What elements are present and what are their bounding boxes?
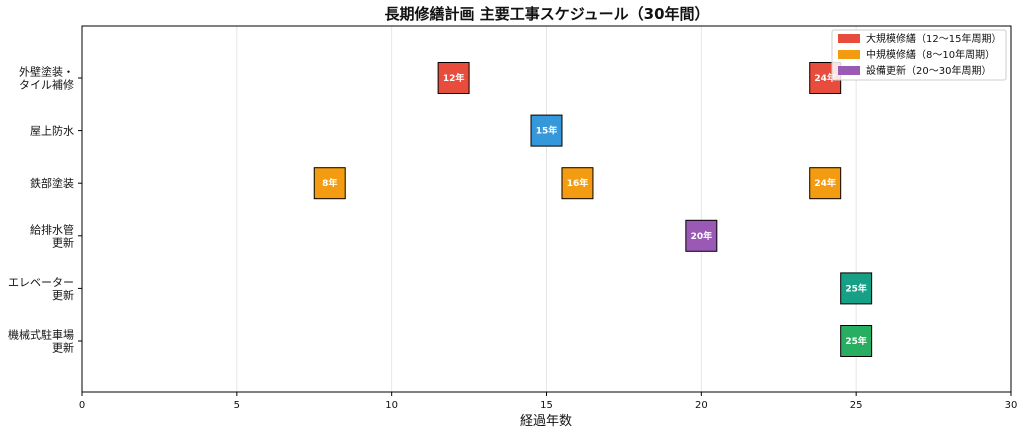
event-bar: 16年	[561, 167, 594, 200]
event-bar-label: 24年	[814, 177, 836, 189]
x-axis-label: 経過年数	[520, 414, 572, 429]
event-bar-rect	[530, 114, 563, 147]
legend-entry: 設備更新（20〜30年周期）	[838, 64, 991, 77]
x-tick-label: 15	[540, 400, 553, 411]
event-bar: 25年	[840, 325, 873, 357]
event-bar-rect	[840, 325, 873, 357]
legend-swatch	[838, 50, 860, 59]
y-category-label: 屋上防水	[30, 124, 74, 138]
x-tick-label: 20	[695, 400, 708, 411]
legend-entry: 中規模修繕（8〜10年周期）	[838, 48, 995, 61]
x-tick-label: 5	[234, 400, 240, 411]
legend-label: 中規模修繕（8〜10年周期）	[866, 48, 995, 61]
legend-entry: 大規模修繕（12〜15年周期）	[838, 32, 1001, 45]
y-category-label: 外壁塗装・タイル補修	[19, 65, 74, 92]
event-bar-label: 25年	[845, 335, 867, 347]
event-bar-rect	[437, 62, 470, 94]
legend-box	[831, 29, 1007, 81]
legend: 大規模修繕（12〜15年周期） 中規模修繕（8〜10年周期） 設備更新（20〜30年…	[831, 29, 1007, 81]
legend-swatch	[838, 66, 860, 75]
legend-label: 設備更新（20〜30年周期）	[866, 64, 991, 77]
x-axis-ticks: 0 5 10 15 20 25 30	[79, 392, 1018, 411]
chart-title: 長期修繕計画 主要工事スケジュール（30年間）	[384, 5, 709, 23]
event-bar-label: 24年	[814, 72, 836, 84]
event-bar-label: 25年	[845, 282, 867, 294]
y-category-label: 機械式駐車場更新	[8, 328, 74, 355]
event-bar-label: 12年	[443, 72, 465, 84]
event-bar: 20年	[685, 219, 718, 252]
event-bar: 25年	[840, 272, 873, 305]
x-tick-label: 30	[1005, 400, 1018, 411]
x-tick-label: 10	[385, 400, 398, 411]
event-bars: 12年 24年 15年 8年 16年 24年 20年 25年 25年	[313, 62, 873, 357]
event-bar-rect	[561, 167, 594, 200]
event-bar: 12年	[437, 62, 470, 94]
y-category-label: エレベーター更新	[8, 276, 74, 302]
event-bar: 8年	[313, 167, 346, 200]
x-tick-label: 25	[850, 400, 863, 411]
event-bar-rect	[313, 167, 346, 200]
event-bar: 24年	[809, 167, 842, 200]
legend-label: 大規模修繕（12〜15年周期）	[866, 32, 1001, 45]
event-bar-label: 15年	[536, 125, 558, 137]
grid-lines	[236, 26, 857, 392]
y-category-label: 鉄部塗装	[30, 176, 74, 190]
event-bar-rect	[840, 272, 873, 305]
event-bar-label: 16年	[567, 177, 589, 189]
event-bar-rect	[809, 167, 842, 200]
event-bar-rect	[685, 219, 718, 252]
y-category-label: 給排水管更新	[30, 222, 74, 249]
x-tick-label: 0	[79, 400, 85, 411]
event-bar-label: 20年	[691, 230, 713, 242]
event-bar-label: 8年	[322, 177, 337, 189]
legend-swatch	[838, 34, 860, 43]
event-bar: 15年	[530, 114, 563, 147]
